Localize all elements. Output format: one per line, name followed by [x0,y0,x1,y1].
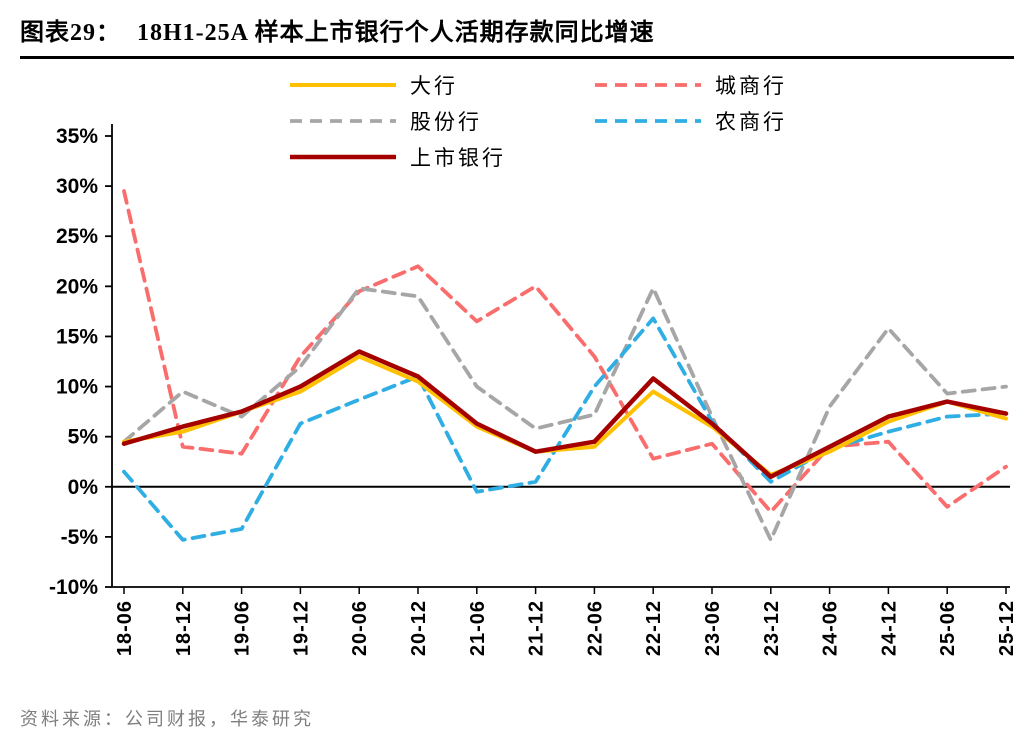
x-axis-tick-label: 25-12 [996,600,1018,656]
series-line-大行 [122,354,1008,477]
x-axis-tick-label: 20-12 [408,600,430,656]
y-axis-tick-label: -5% [61,526,99,549]
chart-legend: 大行 城商行股份行 农商行上市银行 [288,71,898,170]
x-axis-tick-label: 18-12 [173,600,195,656]
x-axis-tick-label: 24-06 [820,600,842,656]
chart-header: 图表29： 18H1-25A 样本上市银行个人活期存款同比增速 [20,12,1014,59]
legend-label: 农商行 [715,110,787,134]
legend-label: 大行 [410,74,458,98]
legend-swatch-line [595,118,701,123]
y-axis-tick-label: 15% [56,325,98,348]
x-axis-tick-label: 21-12 [526,600,548,656]
x-axis-tick-label: 19-12 [290,600,312,656]
y-axis-tick-label: 30% [56,175,98,198]
figure-title: 18H1-25A 样本上市银行个人活期存款同比增速 [137,20,655,46]
legend-label: 股份行 [410,110,482,134]
report-chart-page: 图表29： 18H1-25A 样本上市银行个人活期存款同比增速 35% 30% 25%… [0,12,1036,731]
y-axis-tick-label: 5% [68,426,99,449]
y-axis-tick-label: 0% [68,476,99,499]
source-note: 资料来源：公司财报，华泰研究 [20,709,314,729]
legend-swatch-line [290,82,396,87]
y-axis-tick-label: 25% [56,225,98,248]
x-axis-tick-label: 23-12 [761,600,783,656]
legend-swatch-line [595,82,701,87]
chart-area: 35% 30% 25% 20% 15% 10% 5% 0% -5% -10% 18-06 18-12 1… [0,59,1036,699]
y-axis-tick-label: -10% [49,576,98,599]
legend-swatch-line [290,118,396,123]
x-axis-tick-label: 20-06 [349,600,371,656]
x-axis-tick-label: 24-12 [878,600,900,656]
legend-item: 股份行 [288,107,593,134]
legend-swatch-line [290,154,396,159]
x-axis-tick-label: 21-06 [467,600,489,656]
x-axis-tick-label: 22-06 [584,600,606,656]
series-line-上市银行 [121,349,1009,480]
legend-item: 农商行 [593,107,898,134]
legend-item: 大行 [288,71,593,98]
series-line-农商行 [122,316,1008,542]
y-axis-tick-label: 35% [56,125,98,148]
figure-number-label: 图表29： [20,20,121,46]
series-line-股份行 [122,286,1008,542]
y-axis-tick-label: 20% [56,275,98,298]
legend-item: 上市银行 [288,143,593,170]
x-axis-tick-label: 18-06 [114,600,136,656]
x-axis-tick-label: 22-12 [643,600,665,656]
line-chart-canvas: 35% 30% 25% 20% 15% 10% 5% 0% -5% -10% 18-06 18-12 1… [49,124,1018,656]
y-axis-tick-label: 10% [56,376,98,399]
series-line-城商行 [122,189,1008,514]
x-axis-tick-label: 25-06 [937,600,959,656]
legend-label: 城商行 [715,74,787,98]
x-axis-tick-label: 23-06 [702,600,724,656]
legend-item: 城商行 [593,71,898,98]
x-axis-tick-label: 19-06 [232,600,254,656]
legend-label: 上市银行 [410,146,506,170]
